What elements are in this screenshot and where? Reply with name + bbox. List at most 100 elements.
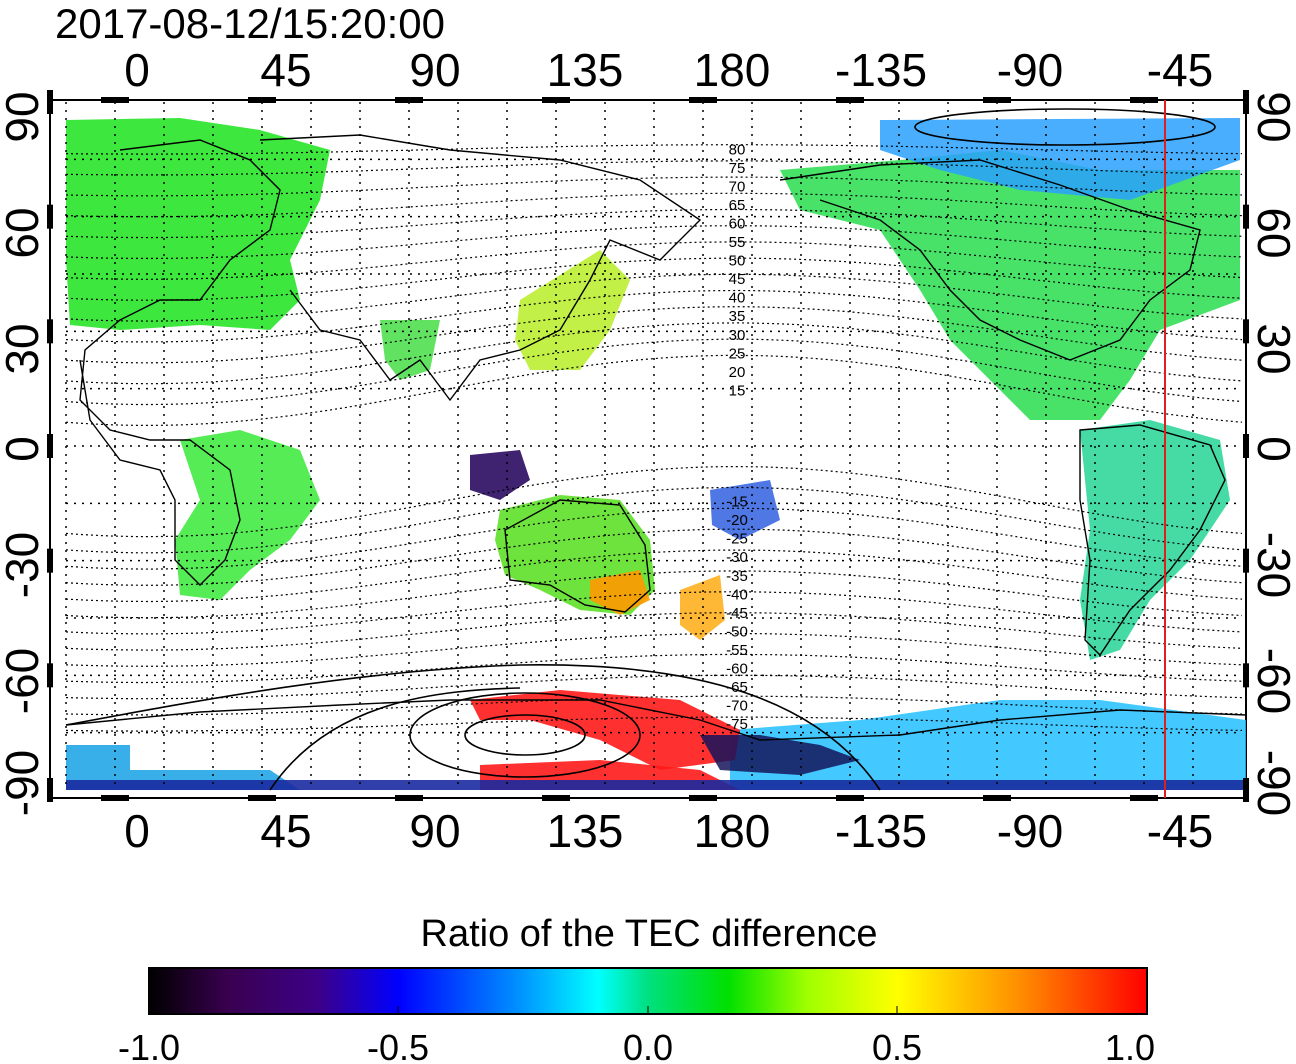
mlat-label: 25 [729, 345, 746, 362]
region-antarctic-red [470, 690, 740, 770]
coast-australia [504, 499, 651, 613]
coast-europe-africa [79, 139, 281, 586]
right-axis-label: 0 [1248, 436, 1296, 462]
mlat-contour [65, 466, 1243, 538]
mlat-label: -35 [726, 568, 748, 585]
mlat-contour [65, 570, 1243, 619]
top-axis-label: 135 [547, 44, 624, 96]
mlat-label: -40 [726, 586, 748, 603]
colorbar-tick-label: 1.0 [1105, 1027, 1155, 1064]
mlat-contour [65, 257, 1243, 301]
bottom-axis-label: -45 [1147, 805, 1213, 857]
bottom-axis-labels: 0 45 90 135 180 -135 -90 -45 [124, 805, 1213, 857]
mlat-label: -60 [726, 660, 748, 677]
bottom-axis-label: -90 [997, 805, 1063, 857]
top-axis-label: 180 [694, 44, 771, 96]
top-axis-label: 0 [124, 44, 150, 96]
left-axis-labels: 90 60 30 0 -30 -60 -90 [0, 91, 48, 816]
left-axis-label: 30 [0, 323, 48, 374]
colorbar-tick-label: -1.0 [118, 1027, 180, 1064]
coast-north-america [779, 159, 1201, 361]
region-sw-corner [66, 745, 300, 790]
mlat-label: 35 [729, 308, 746, 325]
mlat-contour [65, 322, 1243, 385]
colorbar-ticks [397, 1006, 898, 1014]
coast-asia [259, 134, 702, 402]
colorbar-tick-labels: -1.0 -0.5 0.0 0.5 1.0 [118, 1027, 1155, 1064]
mlat-label: -25 [726, 531, 748, 548]
mlat-label: 75 [729, 160, 746, 177]
bottom-axis-label: 0 [124, 805, 150, 857]
region-bottom-band [66, 780, 1246, 790]
mlat-contour [65, 716, 1243, 732]
mlat-label: 60 [729, 216, 746, 233]
mlat-contour [65, 208, 1243, 239]
colorbar-title: Ratio of the TEC difference [421, 913, 878, 955]
left-axis-label: -30 [0, 532, 48, 598]
graticule [65, 102, 1242, 790]
top-axis-label: -45 [1147, 44, 1213, 96]
mlat-contour [65, 192, 1243, 218]
mlat-contour [65, 633, 1243, 667]
mlat-contour [65, 306, 1243, 364]
mlat-label: 40 [729, 290, 746, 307]
mlat-contour [65, 144, 1243, 155]
mlat-contour [65, 653, 1243, 684]
mlat-contour [65, 591, 1243, 635]
mlat-label: -50 [726, 623, 748, 640]
region-india [380, 320, 440, 380]
region-maritime-dark [470, 450, 530, 500]
mlat-contour [65, 241, 1243, 280]
top-axis-label: -90 [997, 44, 1063, 96]
coast-south-america [1079, 424, 1226, 657]
mlat-label: 15 [729, 382, 746, 399]
mlat-contour [65, 160, 1243, 176]
left-axis-label: 0 [0, 436, 48, 462]
right-axis-label: -60 [1248, 648, 1296, 714]
mlat-contour [65, 486, 1243, 554]
mlat-label: -70 [726, 698, 748, 715]
mlat-label: -30 [726, 549, 748, 566]
region-africa [175, 430, 320, 600]
mlat-contour [65, 507, 1243, 570]
mlat-label: -45 [726, 605, 748, 622]
colorbar-tick-label: -0.5 [367, 1027, 429, 1064]
mlat-contour [65, 273, 1243, 322]
bottom-axis-label: 45 [260, 805, 311, 857]
mlat-label: -20 [726, 512, 748, 529]
mlat-contour [65, 528, 1243, 586]
right-axis-label: -30 [1248, 532, 1296, 598]
top-axis-label: 90 [409, 44, 460, 96]
mlat-contour [65, 225, 1243, 259]
mlat-contour [65, 354, 1243, 426]
right-axis-label: -90 [1248, 750, 1296, 816]
mlat-label: 80 [729, 141, 746, 158]
mlat-label: 45 [729, 271, 746, 288]
coast-antarctica [65, 699, 1246, 741]
coastlines [65, 134, 1246, 741]
mlat-label: -75 [726, 716, 748, 733]
mlat-label: 30 [729, 327, 746, 344]
top-axis-label: -135 [835, 44, 927, 96]
mlat-contour [65, 549, 1243, 603]
right-axis-label: 30 [1248, 323, 1296, 374]
mlat-contour [65, 338, 1243, 406]
mlat-label: -65 [726, 679, 748, 696]
right-axis-labels: 90 60 30 0 -30 -60 -90 [1248, 91, 1296, 816]
mlat-label: 65 [729, 197, 746, 214]
bottom-axis-label: 135 [547, 805, 624, 857]
bottom-axis-label: 180 [694, 805, 771, 857]
left-axis-label: 90 [0, 91, 48, 142]
mlat-label: 50 [729, 253, 746, 270]
left-axis-label: -90 [0, 750, 48, 816]
region-antarctic-dark [700, 735, 860, 775]
region-antarctic-west [730, 700, 1246, 790]
mlat-label: 70 [729, 178, 746, 195]
timestamp-title: 2017-08-12/15:20:00 [55, 0, 445, 47]
mlat-label: 55 [729, 234, 746, 251]
region-europe [66, 118, 330, 330]
colorbar-tick-label: 0.0 [623, 1027, 673, 1064]
magnetic-latitude-contours [65, 144, 1243, 732]
